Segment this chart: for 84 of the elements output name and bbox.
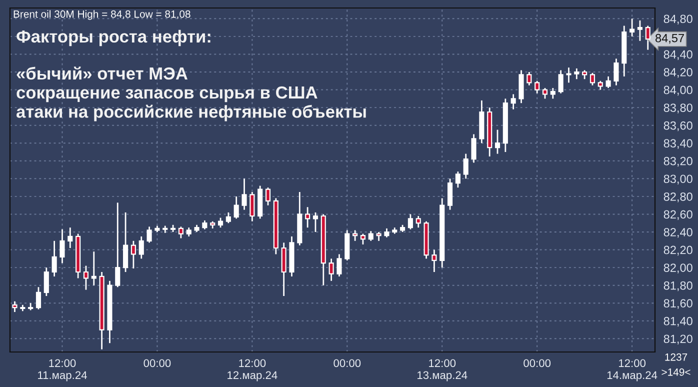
candlestick bbox=[630, 18, 635, 38]
annotation: атаки на российские нефтяные объекты bbox=[16, 104, 366, 122]
annotation: сокращение запасов сырья в США bbox=[16, 86, 318, 102]
candlestick bbox=[510, 94, 516, 110]
candlestick bbox=[242, 178, 247, 210]
x-tick-label: 00:00 bbox=[334, 359, 361, 368]
candlestick bbox=[590, 72, 596, 86]
candlestick bbox=[526, 71, 532, 86]
annotation: 84,57 bbox=[656, 34, 684, 44]
y-tick-label: 84,00 bbox=[664, 86, 692, 96]
candlestick bbox=[408, 214, 413, 230]
candlestick bbox=[68, 226, 73, 249]
candlestick bbox=[463, 153, 468, 180]
y-tick-label: 81,20 bbox=[664, 334, 692, 344]
y-tick-label: 82,40 bbox=[664, 228, 692, 238]
y-tick-label: 81,60 bbox=[664, 299, 692, 309]
candlestick bbox=[218, 217, 224, 228]
candlestick bbox=[328, 258, 334, 282]
candlestick bbox=[558, 70, 564, 94]
candlestick bbox=[336, 254, 342, 278]
candlestick bbox=[305, 206, 310, 228]
candlestick bbox=[416, 215, 421, 228]
candlestick bbox=[645, 25, 650, 50]
candlestick bbox=[614, 58, 619, 86]
candlestick bbox=[352, 230, 358, 242]
candlestick bbox=[312, 212, 318, 233]
candlestick bbox=[637, 20, 642, 42]
y-tick-label: 83,60 bbox=[664, 121, 692, 132]
candlestick bbox=[52, 240, 57, 278]
candlestick bbox=[234, 196, 239, 220]
y-tick-label: 83,80 bbox=[664, 104, 692, 114]
candlestick bbox=[447, 178, 453, 210]
candlestick bbox=[115, 202, 120, 288]
y-tick-label: 81,40 bbox=[664, 316, 692, 327]
candlestick bbox=[534, 80, 540, 94]
candlestick bbox=[130, 240, 136, 270]
candlestick bbox=[281, 242, 286, 297]
y-tick-label: 82,20 bbox=[664, 246, 692, 256]
candlestick bbox=[494, 129, 500, 154]
candlestick bbox=[60, 228, 65, 264]
candlestick bbox=[226, 212, 231, 224]
candlestick bbox=[574, 68, 580, 80]
candlestick bbox=[123, 212, 128, 273]
y-tick-label: 83,40 bbox=[664, 139, 692, 149]
y-tick-label: 82,60 bbox=[664, 210, 692, 220]
annotation: «бычий» отчет МЭА bbox=[16, 66, 188, 80]
candlestick bbox=[368, 230, 374, 242]
candlestick bbox=[178, 226, 184, 239]
candlestick bbox=[250, 191, 255, 222]
candlestick bbox=[542, 87, 548, 100]
y-tick-label: 84,20 bbox=[664, 68, 692, 78]
text: >149< bbox=[662, 368, 690, 376]
candlestick bbox=[518, 70, 524, 104]
x-tick-label: 00:00 bbox=[144, 359, 171, 368]
candlestick bbox=[455, 170, 460, 188]
candlestick bbox=[360, 233, 366, 246]
candlestick bbox=[606, 76, 611, 89]
candlestick bbox=[550, 87, 556, 100]
x-tick-label: 12:00 13.мар.24 bbox=[418, 359, 468, 382]
candlestick bbox=[265, 186, 271, 206]
candlestick bbox=[91, 250, 96, 286]
y-tick-label: 83,00 bbox=[664, 174, 692, 184]
y-tick-label: 84,80 bbox=[664, 14, 692, 24]
x-tick-label: 12:00 14.мар.24 bbox=[607, 359, 658, 382]
candlestick bbox=[83, 265, 89, 290]
y-tick-label: 83,20 bbox=[664, 156, 692, 167]
candlestick bbox=[138, 236, 144, 260]
x-tick-label: 12:00 12.мар.24 bbox=[228, 359, 278, 382]
candlestick bbox=[566, 66, 572, 84]
y-tick-label: 82,00 bbox=[664, 264, 692, 274]
y-tick-label: 82,80 bbox=[664, 192, 692, 202]
text: Факторы роста нефти: bbox=[16, 30, 210, 46]
candlestick bbox=[146, 226, 152, 244]
text: 1237 bbox=[665, 353, 688, 361]
chart-title: Brent oil 30M High = 84,8 Low = 81,08 bbox=[14, 10, 190, 20]
candlestick bbox=[471, 134, 476, 164]
candlestick bbox=[432, 249, 437, 273]
y-tick-label: 81,80 bbox=[664, 281, 692, 292]
candlestick bbox=[12, 300, 18, 313]
candlestick bbox=[36, 286, 42, 310]
x-tick-label: 12:00 11.мар.24 bbox=[38, 359, 87, 382]
x-tick-label: 00:00 bbox=[524, 359, 551, 368]
candlestick bbox=[44, 266, 49, 297]
y-tick-label: 84,40 bbox=[664, 50, 692, 60]
